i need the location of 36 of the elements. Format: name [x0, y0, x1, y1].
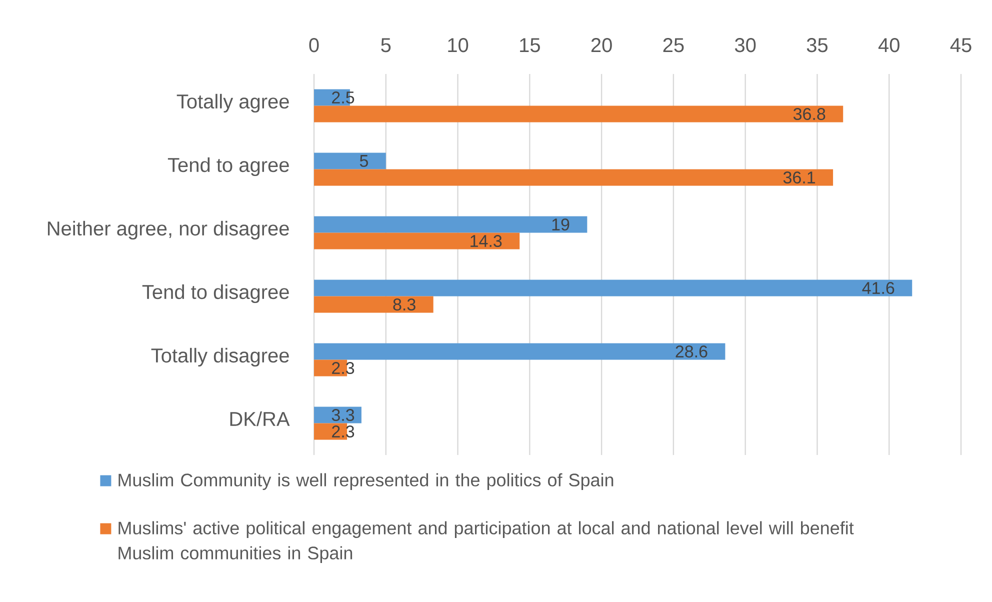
x-tick-label: 15	[520, 38, 540, 52]
x-tick-label: 30	[734, 38, 756, 52]
y-tick-label: Tend to agree	[168, 157, 289, 176]
bar	[314, 280, 912, 296]
y-tick-label: Tend to disagree	[142, 284, 289, 304]
data-label: 28.6	[676, 345, 708, 358]
bar	[314, 216, 588, 233]
bar	[314, 296, 434, 313]
bar	[314, 152, 386, 170]
legend-label: Muslims' active political engagement and participation at local and national level will benefit Muslim communities in Spain	[118, 521, 854, 563]
data-label: 14.3	[470, 234, 502, 248]
y-tick-label: Totally agree	[176, 94, 289, 113]
data-label: 8.3	[393, 298, 416, 311]
x-tick-label: 0	[309, 38, 319, 52]
bar	[314, 232, 520, 250]
y-tick-label: DK/RA	[230, 411, 290, 426]
x-tick-label: 40	[878, 38, 900, 52]
bar	[314, 406, 362, 424]
legend-label: Muslim Community is well represented in the politics of Spain	[118, 473, 614, 490]
bar	[314, 106, 844, 122]
x-tick-label: 10	[448, 38, 468, 52]
data-label: 36.8	[793, 108, 826, 120]
data-label: 3.3	[332, 408, 354, 422]
x-tick-label: 5	[381, 38, 391, 52]
data-label: 19	[552, 218, 570, 231]
x-tick-label: 20	[591, 38, 612, 52]
y-tick-label: Neither agree, nor disagree	[48, 220, 289, 240]
x-tick-label: 25	[663, 38, 684, 52]
y-tick-label: Totally disagree	[151, 348, 289, 367]
data-label: 41.6	[862, 282, 894, 294]
bar	[314, 343, 726, 360]
bar	[314, 169, 834, 186]
x-tick-label: 45	[950, 38, 972, 52]
x-tick-label: 35	[806, 38, 828, 52]
data-label: 36.1	[783, 171, 816, 184]
data-label: 5	[360, 155, 368, 167]
